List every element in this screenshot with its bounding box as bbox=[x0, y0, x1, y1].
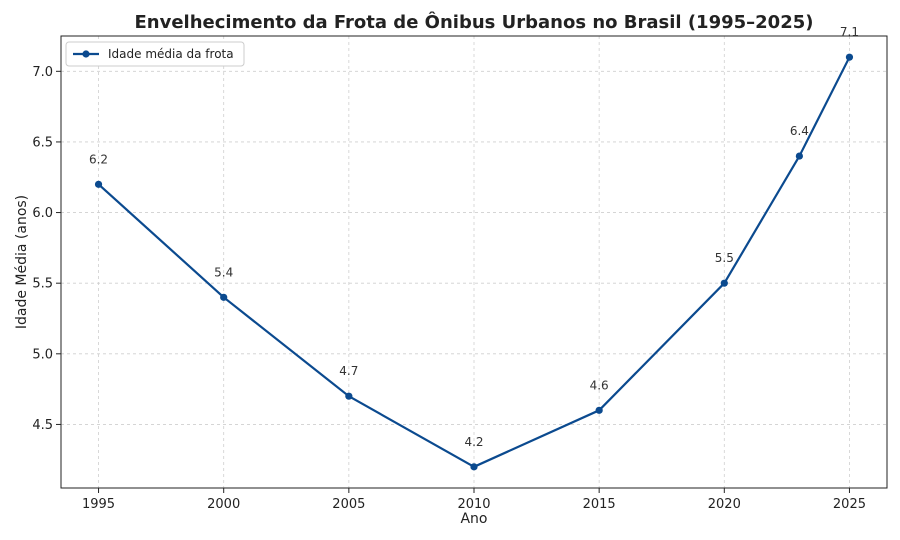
data-point bbox=[345, 392, 353, 400]
data-point bbox=[720, 279, 728, 287]
x-tick-label: 2000 bbox=[207, 497, 240, 512]
legend-label: Idade média da frota bbox=[108, 47, 234, 61]
data-point bbox=[94, 180, 103, 188]
y-tick-label: 7.0 bbox=[32, 65, 53, 80]
chart-title: Envelhecimento da Frota de Ônibus Urbano… bbox=[135, 11, 814, 33]
legend-box bbox=[65, 41, 245, 67]
y-tick-label: 5.5 bbox=[32, 277, 53, 292]
y-tick-label: 6.5 bbox=[32, 135, 53, 150]
legend-marker-swatch bbox=[82, 50, 90, 58]
legend: Idade média da frota bbox=[65, 41, 245, 67]
data-label: 4.6 bbox=[590, 378, 609, 392]
data-point bbox=[470, 463, 478, 471]
data-label: 7.1 bbox=[840, 25, 859, 39]
data-labels: 6.2 5.4 4.7 4.2 4.6 5.5 6.4 7.1 bbox=[89, 25, 859, 449]
data-label: 5.5 bbox=[715, 251, 734, 265]
x-axis-label: Ano bbox=[460, 511, 487, 527]
data-point bbox=[845, 53, 854, 61]
data-label: 6.4 bbox=[790, 124, 809, 138]
y-tick-label: 6.0 bbox=[32, 206, 53, 221]
x-tick-label: 2010 bbox=[457, 497, 490, 512]
x-tick-label: 2025 bbox=[833, 497, 866, 512]
x-tick-label: 2005 bbox=[332, 497, 365, 512]
data-point bbox=[595, 406, 603, 414]
data-point bbox=[220, 293, 228, 301]
data-label: 5.4 bbox=[214, 265, 233, 279]
series-line bbox=[97, 56, 851, 468]
y-tick-label: 5.0 bbox=[32, 347, 53, 362]
x-tick-label: 2020 bbox=[708, 497, 741, 512]
y-tick-label: 4.5 bbox=[32, 418, 53, 433]
axes: 1995 2000 2005 2010 2015 2020 2025 4.5 5.0 5.5 6.0… bbox=[32, 35, 888, 512]
series bbox=[94, 53, 854, 471]
data-label: 6.2 bbox=[89, 152, 108, 166]
data-point bbox=[795, 152, 803, 160]
data-label: 4.2 bbox=[464, 435, 483, 449]
x-tick-label: 2015 bbox=[583, 497, 616, 512]
y-axis-label: Idade Média (anos) bbox=[14, 195, 30, 329]
x-tick-label: 1995 bbox=[82, 497, 115, 512]
data-label: 4.7 bbox=[339, 364, 358, 378]
